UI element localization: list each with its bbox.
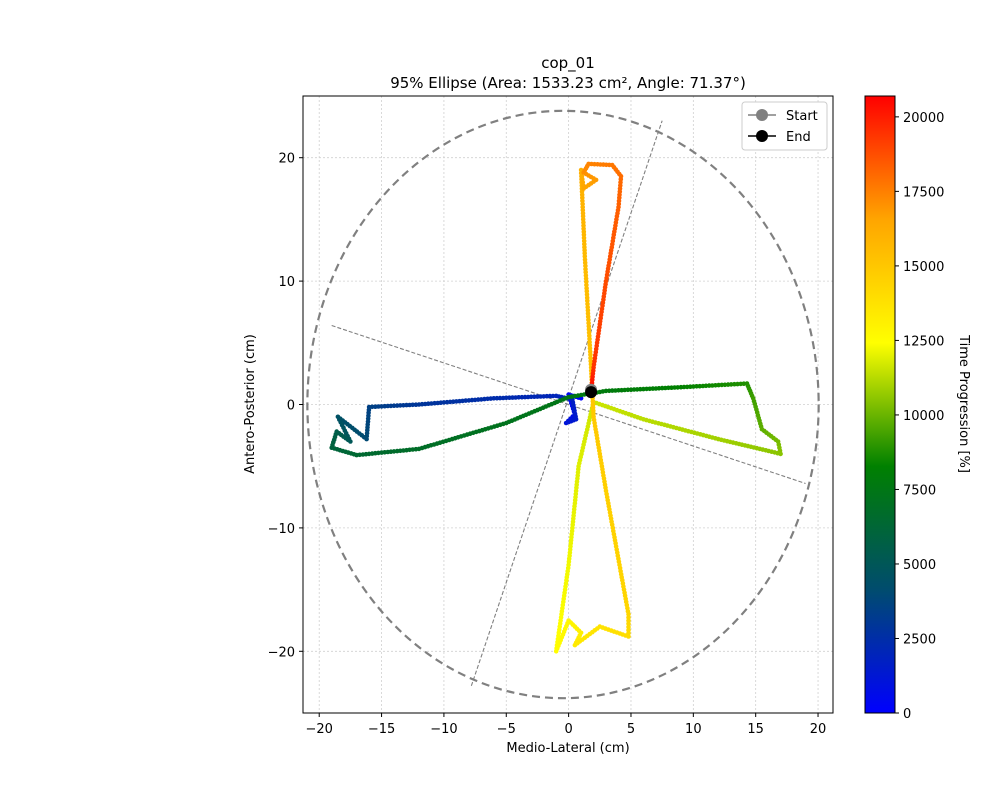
- y-tick-label: 10: [278, 275, 295, 290]
- confidence-ellipse: [306, 109, 820, 700]
- y-axis-ticks: −20 −10 0 10 20: [268, 152, 303, 660]
- x-tick-label: −10: [430, 722, 457, 737]
- plot-area: [306, 109, 820, 700]
- trajectory-point: [379, 404, 384, 409]
- colorbar-tick-label: 12500: [903, 334, 944, 349]
- x-tick-label: 0: [564, 722, 572, 737]
- trajectory-point: [603, 388, 609, 394]
- trajectory-point: [413, 402, 419, 408]
- trajectory-point: [626, 621, 631, 627]
- trajectory-point: [553, 393, 559, 399]
- colorbar-tick-label: 2500: [903, 632, 936, 647]
- colorbar-tick-label: 15000: [903, 260, 944, 275]
- end-marker: [585, 386, 598, 399]
- ellipse-layer: [306, 109, 820, 700]
- y-tick-label: −20: [268, 645, 295, 660]
- colorbar-tick-label: 7500: [903, 483, 936, 498]
- trajectory-point: [538, 394, 543, 399]
- x-tick-label: 10: [685, 722, 702, 737]
- trajectory-point: [584, 282, 589, 288]
- chart-title: cop_01: [541, 54, 595, 73]
- trajectory-point: [681, 384, 687, 390]
- legend-start-marker: [756, 109, 768, 121]
- trajectory-point: [626, 634, 631, 639]
- y-tick-label: 0: [287, 399, 295, 414]
- x-tick-label: 15: [747, 722, 764, 737]
- colorbar-tick-label: 17500: [903, 185, 944, 200]
- legend-end-label: End: [786, 130, 811, 145]
- x-tick-label: −5: [497, 722, 516, 737]
- colorbar-label: Time Progression [%]: [956, 334, 971, 473]
- colorbar-tick-label: 20000: [903, 111, 944, 126]
- chart-subtitle: 95% Ellipse (Area: 1533.23 cm², Angle: 7…: [390, 74, 746, 92]
- x-axis-label: Medio-Lateral (cm): [506, 741, 629, 756]
- colorbar-tick-label: 10000: [903, 409, 944, 424]
- legend-end-marker: [756, 130, 768, 142]
- colorbar-tick-label: 0: [903, 707, 911, 722]
- y-tick-label: 20: [278, 152, 295, 167]
- colorbar-ticks: 0 2500 5000 7500 10000 12500 15000 17500 20000: [895, 111, 944, 722]
- trajectory-point: [587, 339, 592, 345]
- trajectory: [329, 161, 783, 654]
- trajectory-point: [626, 624, 631, 630]
- trajectory-point: [626, 615, 631, 620]
- trajectory-point: [500, 395, 506, 401]
- x-tick-label: 20: [810, 722, 827, 737]
- ellipse-major-axis: [470, 120, 663, 687]
- y-axis-label: Antero-Posterior (cm): [243, 334, 258, 474]
- trajectory-point: [394, 403, 400, 408]
- colorbar-tick-label: 5000: [903, 558, 936, 573]
- trajectory-point: [588, 355, 593, 361]
- colorbar: [864, 95, 896, 714]
- ellipse-minor-axis: [331, 325, 806, 484]
- legend-start-label: Start: [786, 109, 818, 124]
- trajectory-point: [626, 631, 631, 636]
- y-tick-label: −10: [268, 522, 295, 537]
- x-tick-label: 5: [627, 722, 635, 737]
- x-tick-label: −20: [305, 722, 332, 737]
- trajectory-point: [519, 394, 525, 400]
- markers: [585, 383, 598, 399]
- x-tick-label: −15: [368, 722, 395, 737]
- trajectory-point: [583, 266, 588, 272]
- x-axis-ticks: −20 −15 −10 −5 0 5 10 15 20: [305, 713, 826, 737]
- legend: Start End: [741, 101, 828, 151]
- trajectory-point: [586, 327, 592, 332]
